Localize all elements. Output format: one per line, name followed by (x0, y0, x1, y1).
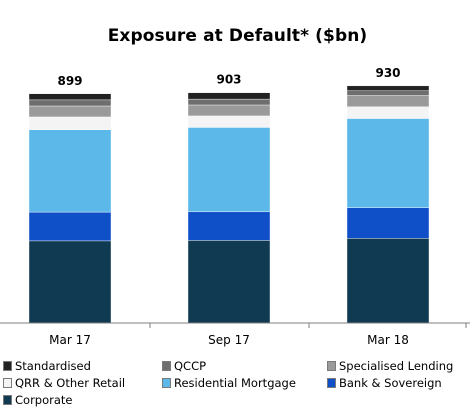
x-tick-label: Mar 17 (49, 333, 91, 347)
bar-segment-residential-mortgage (187, 127, 271, 213)
bar-segment-qrr-and-other-retail (28, 116, 112, 130)
bar-segment-corporate (28, 240, 112, 324)
bar-segment-specialised-lending (187, 104, 271, 117)
legend-label: QRR & Other Retail (15, 376, 126, 390)
bar-segment-bank-and-sovereign (187, 211, 271, 241)
legend-item-standardised: Standardised (3, 359, 91, 373)
legend-item-qrr-and-other-retail: QRR & Other Retail (3, 376, 125, 390)
bar-segment-corporate (187, 240, 271, 324)
chart-title: Exposure at Default* ($bn) (107, 26, 368, 46)
bar-segment-bank-and-sovereign (346, 207, 430, 239)
bar-segment-specialised-lending (28, 105, 112, 118)
legend-label: Corporate (15, 393, 73, 407)
legend-swatch (162, 378, 171, 388)
bar-segment-residential-mortgage (28, 129, 112, 213)
data-label-total: 930 (375, 66, 400, 80)
bar-segment-bank-and-sovereign (28, 211, 112, 242)
bar-segment-standardised (28, 93, 112, 101)
legend-swatch (3, 395, 12, 405)
legend-label: QCCP (174, 359, 207, 373)
legend-swatch (3, 378, 12, 388)
chart-legend: Standardised QCCP Specialised Lending QRR &… (0, 359, 475, 409)
bar-segment-qrr-and-other-retail (346, 106, 430, 119)
legend-swatch (162, 361, 171, 371)
legend-label: Bank & Sovereign (339, 376, 442, 390)
bar-segment-standardised (187, 92, 271, 100)
legend-swatch (327, 361, 336, 371)
legend-item-residential-mortgage: Residential Mortgage (162, 376, 296, 390)
data-label-total: 903 (216, 73, 241, 87)
legend-label: Residential Mortgage (174, 376, 296, 390)
legend-item-bank-and-sovereign: Bank & Sovereign (327, 376, 442, 390)
bar-segment-specialised-lending (346, 95, 430, 107)
legend-label: Specialised Lending (339, 359, 454, 373)
x-tick-label: Sep 17 (208, 333, 250, 347)
x-tick-label: Mar 18 (367, 333, 409, 347)
bar-segment-standardised (346, 85, 430, 91)
data-label-total: 899 (57, 74, 82, 88)
legend-item-corporate: Corporate (3, 393, 73, 407)
bar-segment-corporate (346, 238, 430, 324)
bar-segment-qccp (346, 90, 430, 96)
bar-segment-qccp (28, 99, 112, 107)
bar-segment-residential-mortgage (346, 118, 430, 208)
legend-item-specialised-lending: Specialised Lending (327, 359, 453, 373)
bar-segment-qccp (187, 98, 271, 106)
legend-item-qccp: QCCP (162, 359, 206, 373)
legend-label: Standardised (15, 359, 91, 373)
legend-swatch (327, 378, 336, 388)
bar-segment-qrr-and-other-retail (187, 115, 271, 128)
stacked-bar-chart: 899 Mar 17 903 Sep 17 930 Mar 18 (0, 66, 470, 347)
legend-swatch (3, 361, 12, 371)
